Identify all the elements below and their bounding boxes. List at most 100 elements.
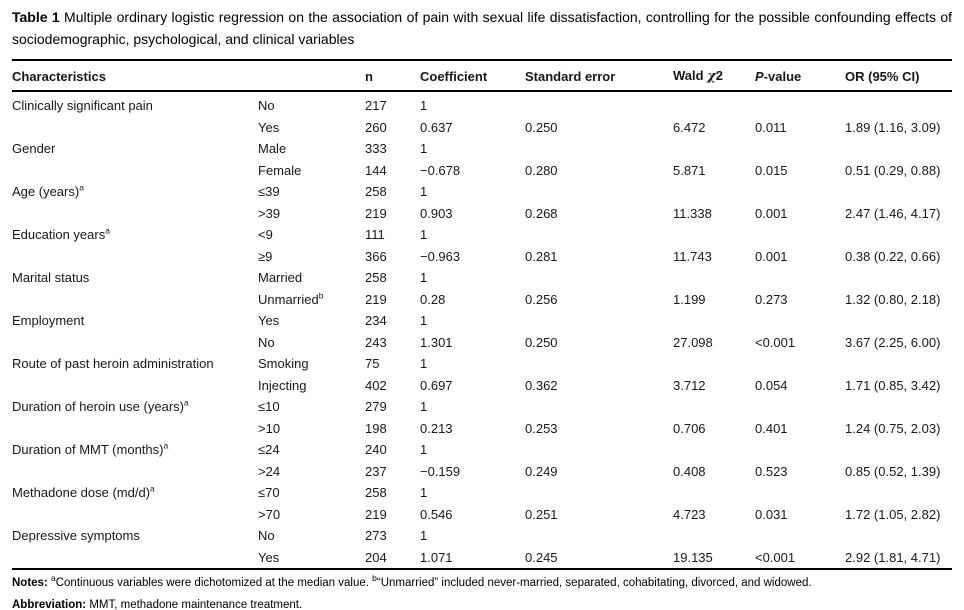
col-header-characteristics: Characteristics bbox=[12, 68, 106, 84]
n-cell-text: 111 bbox=[365, 227, 385, 242]
category-cell: >10 bbox=[258, 418, 365, 440]
standard-error-cell: 0.249 bbox=[525, 461, 673, 483]
standard-error-cell-text: 0.245 bbox=[525, 549, 558, 565]
standard-error-cell bbox=[525, 138, 673, 160]
p-value-cell: <0.001 bbox=[755, 547, 845, 570]
category-cell-text: >39 bbox=[258, 205, 281, 221]
superscript-marker: a bbox=[150, 483, 155, 494]
p-value-cell bbox=[755, 224, 845, 246]
coefficient-cell-text: 1 bbox=[420, 356, 428, 371]
p-value-cell-text: 0.401 bbox=[755, 420, 788, 436]
characteristic-cell: Depressive symptoms bbox=[12, 525, 258, 547]
wald-chi2-cell-text: 19.135 bbox=[673, 549, 713, 565]
n-cell: 219 bbox=[365, 504, 420, 526]
coefficient-cell: 1.301 bbox=[420, 332, 525, 354]
table-row: Duration of heroin use (years)a ≤10 279 1 bbox=[12, 396, 952, 418]
standard-error-cell: 0.268 bbox=[525, 203, 673, 225]
col-header-category bbox=[258, 60, 365, 91]
wald-chi2-cell bbox=[673, 267, 755, 289]
n-cell-text: 219 bbox=[365, 291, 387, 307]
n-cell-text: 258 bbox=[365, 270, 387, 285]
standard-error-cell bbox=[525, 181, 673, 203]
odds-ratio-cell bbox=[845, 310, 952, 332]
wald-chi2-cell: 5.871 bbox=[673, 160, 755, 182]
category-cell: <9 bbox=[258, 224, 365, 246]
wald-chi2-cell bbox=[673, 482, 755, 504]
superscript-marker: a bbox=[163, 440, 169, 451]
odds-ratio-cell-text: 3.67 (2.25, 6.00) bbox=[845, 334, 941, 350]
p-value-cell: 0.031 bbox=[755, 504, 845, 526]
wald-chi2-cell bbox=[673, 525, 755, 547]
wald-chi2-cell-text: 3.712 bbox=[673, 377, 706, 393]
standard-error-cell bbox=[525, 224, 673, 246]
header-row: Characteristics n Coefficient Standard e… bbox=[12, 60, 952, 91]
characteristic-cell bbox=[12, 289, 258, 311]
coefficient-cell: 1 bbox=[420, 310, 525, 332]
standard-error-cell bbox=[525, 310, 673, 332]
category-cell-text: Female bbox=[258, 162, 302, 178]
wald-chi2-cell: 0.706 bbox=[673, 418, 755, 440]
col-header-or-ci: OR (95% CI) bbox=[845, 68, 920, 84]
n-cell-text: 219 bbox=[365, 506, 387, 522]
category-cell-text: No bbox=[258, 98, 275, 113]
p-value-cell bbox=[755, 267, 845, 289]
category-cell: Yes bbox=[258, 547, 365, 570]
n-cell-text: 240 bbox=[365, 442, 387, 457]
superscript-marker: a bbox=[183, 397, 189, 408]
coefficient-cell-text: 1 bbox=[420, 98, 428, 113]
standard-error-cell-text: 0.268 bbox=[525, 205, 558, 221]
n-cell-text: 258 bbox=[365, 485, 387, 500]
abbreviation-text: MMT, methadone maintenance treatment. bbox=[86, 598, 303, 610]
coefficient-cell-text: 1 bbox=[420, 313, 428, 328]
superscript-marker: a bbox=[79, 182, 84, 193]
category-cell-text: >70 bbox=[258, 506, 281, 522]
category-cell: Smoking bbox=[258, 353, 365, 375]
standard-error-cell: 0.280 bbox=[525, 160, 673, 182]
coefficient-cell: 0.697 bbox=[420, 375, 525, 397]
characteristic-cell: Gender bbox=[12, 138, 258, 160]
coefficient-cell: −0.963 bbox=[420, 246, 525, 268]
characteristic-cell-text: Methadone dose (md/d) bbox=[12, 485, 151, 500]
coefficient-cell-text: −0.963 bbox=[420, 248, 461, 264]
category-cell: No bbox=[258, 525, 365, 547]
n-cell: 279 bbox=[365, 396, 420, 418]
n-cell-text: 217 bbox=[365, 98, 387, 113]
wald-chi2-cell: 1.199 bbox=[673, 289, 755, 311]
odds-ratio-cell-text: 0.85 (0.52, 1.39) bbox=[845, 463, 941, 479]
category-cell-text: Yes bbox=[258, 549, 280, 565]
wald-chi2-cell-text: 11.743 bbox=[673, 248, 712, 264]
odds-ratio-cell-text: 1.32 (0.80, 2.18) bbox=[845, 291, 941, 307]
wald-chi2-cell: 0.408 bbox=[673, 461, 755, 483]
odds-ratio-cell bbox=[845, 181, 952, 203]
category-cell: Yes bbox=[258, 310, 365, 332]
table-row: Gender Male 333 1 bbox=[12, 138, 952, 160]
p-value-cell: 0.001 bbox=[755, 203, 845, 225]
coefficient-cell: −0.159 bbox=[420, 461, 525, 483]
wald-chi2-cell-text: 0.408 bbox=[673, 463, 706, 479]
n-cell: 75 bbox=[365, 353, 420, 375]
wald-chi2-cell: 11.743 bbox=[673, 246, 755, 268]
coefficient-cell-text: 1 bbox=[420, 141, 428, 156]
n-cell: 237 bbox=[365, 461, 420, 483]
standard-error-cell: 0.250 bbox=[525, 117, 673, 139]
table-row: Education yearsa <9 111 1 bbox=[12, 224, 952, 246]
table-row: No 243 1.301 0.250 27.098 <0.001 3.67 (2.25, 6… bbox=[12, 332, 952, 354]
n-cell-text: 243 bbox=[365, 334, 387, 350]
n-cell-text: 279 bbox=[365, 399, 387, 414]
n-cell-text: 273 bbox=[365, 528, 387, 543]
category-cell: No bbox=[258, 91, 365, 117]
standard-error-cell-text: 0.280 bbox=[525, 162, 558, 178]
p-value-cell bbox=[755, 310, 845, 332]
category-cell: >39 bbox=[258, 203, 365, 225]
category-cell-text: Unmarried bbox=[258, 291, 319, 307]
table-row: Employment Yes 234 1 bbox=[12, 310, 952, 332]
note-superscript-b: b bbox=[372, 573, 377, 584]
odds-ratio-cell-text: 2.47 (1.46, 4.17) bbox=[845, 205, 941, 221]
category-cell: Female bbox=[258, 160, 365, 182]
wald-chi2-cell bbox=[673, 138, 755, 160]
category-cell-text: Married bbox=[258, 270, 303, 285]
wald-chi2-cell bbox=[673, 224, 755, 246]
p-value-cell bbox=[755, 396, 845, 418]
category-cell: ≥9 bbox=[258, 246, 365, 268]
standard-error-cell: 0.256 bbox=[525, 289, 673, 311]
